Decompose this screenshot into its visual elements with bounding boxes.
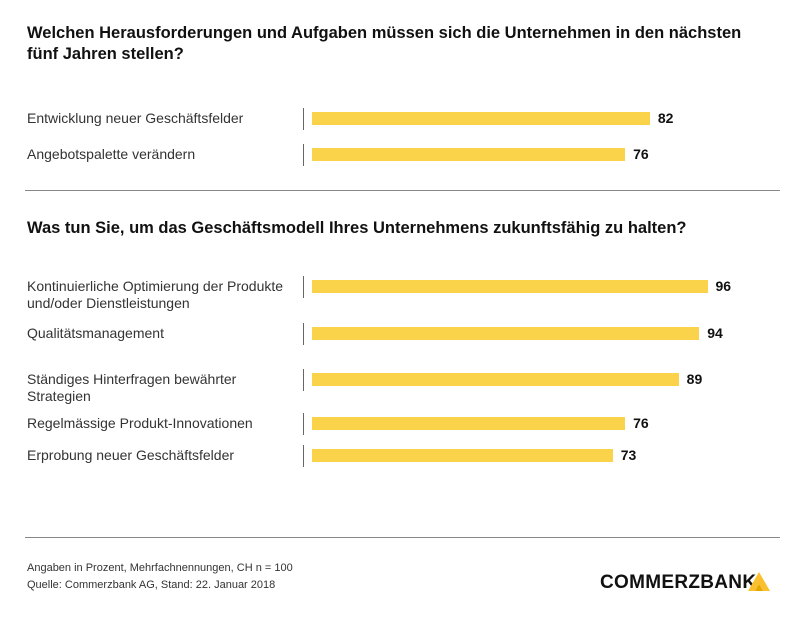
category-label: Angebotspalette verändern xyxy=(27,146,196,162)
separator xyxy=(25,190,780,191)
bar-row: Angebotspalette verändern 76 xyxy=(0,144,810,166)
bar-row: Entwicklung neuer Geschäftsfelder 82 xyxy=(0,108,810,130)
logo-icon xyxy=(748,572,770,591)
bar-row: Regelmässige Produkt-Innovationen 76 xyxy=(0,413,810,435)
value-label: 82 xyxy=(657,110,674,126)
bar xyxy=(312,417,626,430)
bar-row: Qualitätsmanagement 94 xyxy=(0,323,810,345)
axis-tick xyxy=(303,323,304,345)
bar xyxy=(312,148,626,161)
category-label: Qualitätsmanagement xyxy=(27,325,164,341)
bar-row: Kontinuierliche Optimierung der Produkte… xyxy=(0,276,810,311)
chart-title: Welchen Herausforderungen und Aufgaben m… xyxy=(27,24,742,63)
category-label: Entwicklung neuer Geschäftsfelder xyxy=(27,110,244,126)
bar xyxy=(312,327,700,340)
value-label: 96 xyxy=(715,278,732,294)
category-label: Erprobung neuer Geschäftsfelder xyxy=(27,447,235,463)
axis-tick xyxy=(303,413,304,435)
category-label: Regelmässige Produkt-Innovationen xyxy=(27,415,253,431)
value-label: 76 xyxy=(633,146,649,162)
bar xyxy=(312,280,708,293)
value-label: 89 xyxy=(686,371,703,387)
value-label: 73 xyxy=(620,447,637,463)
axis-tick xyxy=(303,144,304,166)
logo-text: COMMERZBANK xyxy=(600,572,757,593)
bar xyxy=(312,112,650,125)
bar xyxy=(312,449,613,462)
axis-tick xyxy=(303,445,304,467)
category-label: Ständiges Hinterfragen bewährter Strateg… xyxy=(27,371,237,404)
source: Quelle: Commerzbank AG, Stand: 22. Janua… xyxy=(27,579,276,591)
separator xyxy=(25,537,780,538)
value-label: 94 xyxy=(707,325,723,341)
bar-row: Erprobung neuer Geschäftsfelder 73 xyxy=(0,445,810,467)
axis-tick xyxy=(303,276,304,298)
bar-row: Ständiges Hinterfragen bewährter Strateg… xyxy=(0,369,810,404)
footnote: Angaben in Prozent, Mehrfachnennungen, C… xyxy=(27,562,293,574)
bar xyxy=(312,373,679,386)
axis-tick xyxy=(303,369,304,391)
category-label: Kontinuierliche Optimierung der Produkte… xyxy=(27,278,284,311)
axis-tick xyxy=(303,108,304,130)
chart-title: Was tun Sie, um das Geschäftsmodell Ihre… xyxy=(27,219,687,237)
value-label: 76 xyxy=(633,415,649,431)
